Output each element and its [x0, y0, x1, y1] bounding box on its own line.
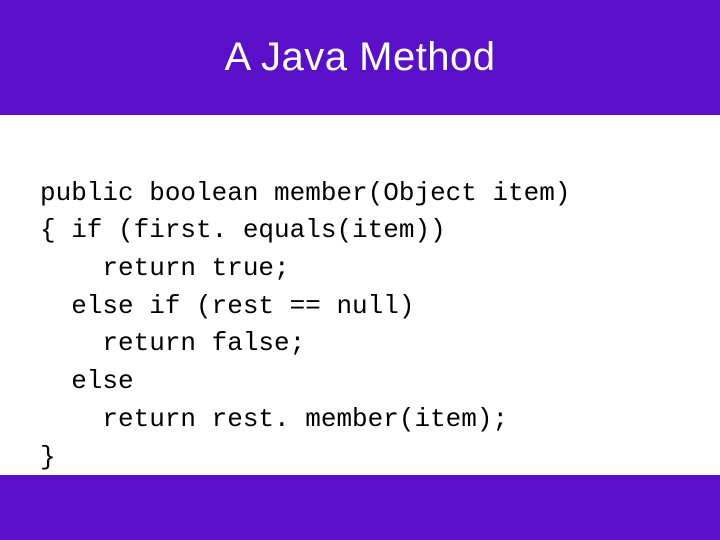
code-line: else if (rest == null)	[40, 291, 414, 321]
code-line: return rest. member(item);	[40, 404, 508, 434]
slide-title: A Java Method	[224, 35, 495, 80]
code-block: public boolean member(Object item) { if …	[40, 137, 688, 514]
code-line: public boolean member(Object item)	[40, 178, 571, 208]
code-line: return true;	[40, 253, 290, 283]
code-line: else	[40, 366, 134, 396]
code-line: }	[40, 442, 56, 472]
code-line: return false;	[40, 328, 305, 358]
slide: A Java Method public boolean member(Obje…	[0, 0, 720, 540]
slide-content: public boolean member(Object item) { if …	[0, 115, 720, 475]
slide-header: A Java Method	[0, 0, 720, 115]
slide-footer	[0, 475, 720, 540]
code-line: { if (first. equals(item))	[40, 215, 446, 245]
